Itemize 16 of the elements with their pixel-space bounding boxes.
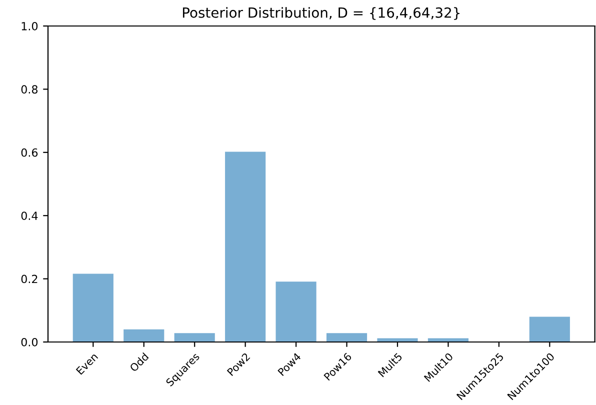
y-tick-label: 0.4 [21,212,38,220]
y-tick-label: 0.8 [21,85,38,94]
bar [377,338,418,342]
bar [225,152,266,342]
y-tick-label: 0.0 [21,338,38,346]
bar [174,333,215,342]
bar [529,316,570,342]
chart-title: Posterior Distribution, D = {16,4,64,32} [182,7,460,20]
bar [326,333,368,342]
bar [428,338,469,342]
y-tick-label: 1.0 [22,22,38,30]
bar [276,282,316,342]
bar [72,274,114,342]
bar [124,329,164,342]
y-tick-label: 0.6 [21,148,38,157]
y-tick-label: 0.2 [21,274,38,284]
